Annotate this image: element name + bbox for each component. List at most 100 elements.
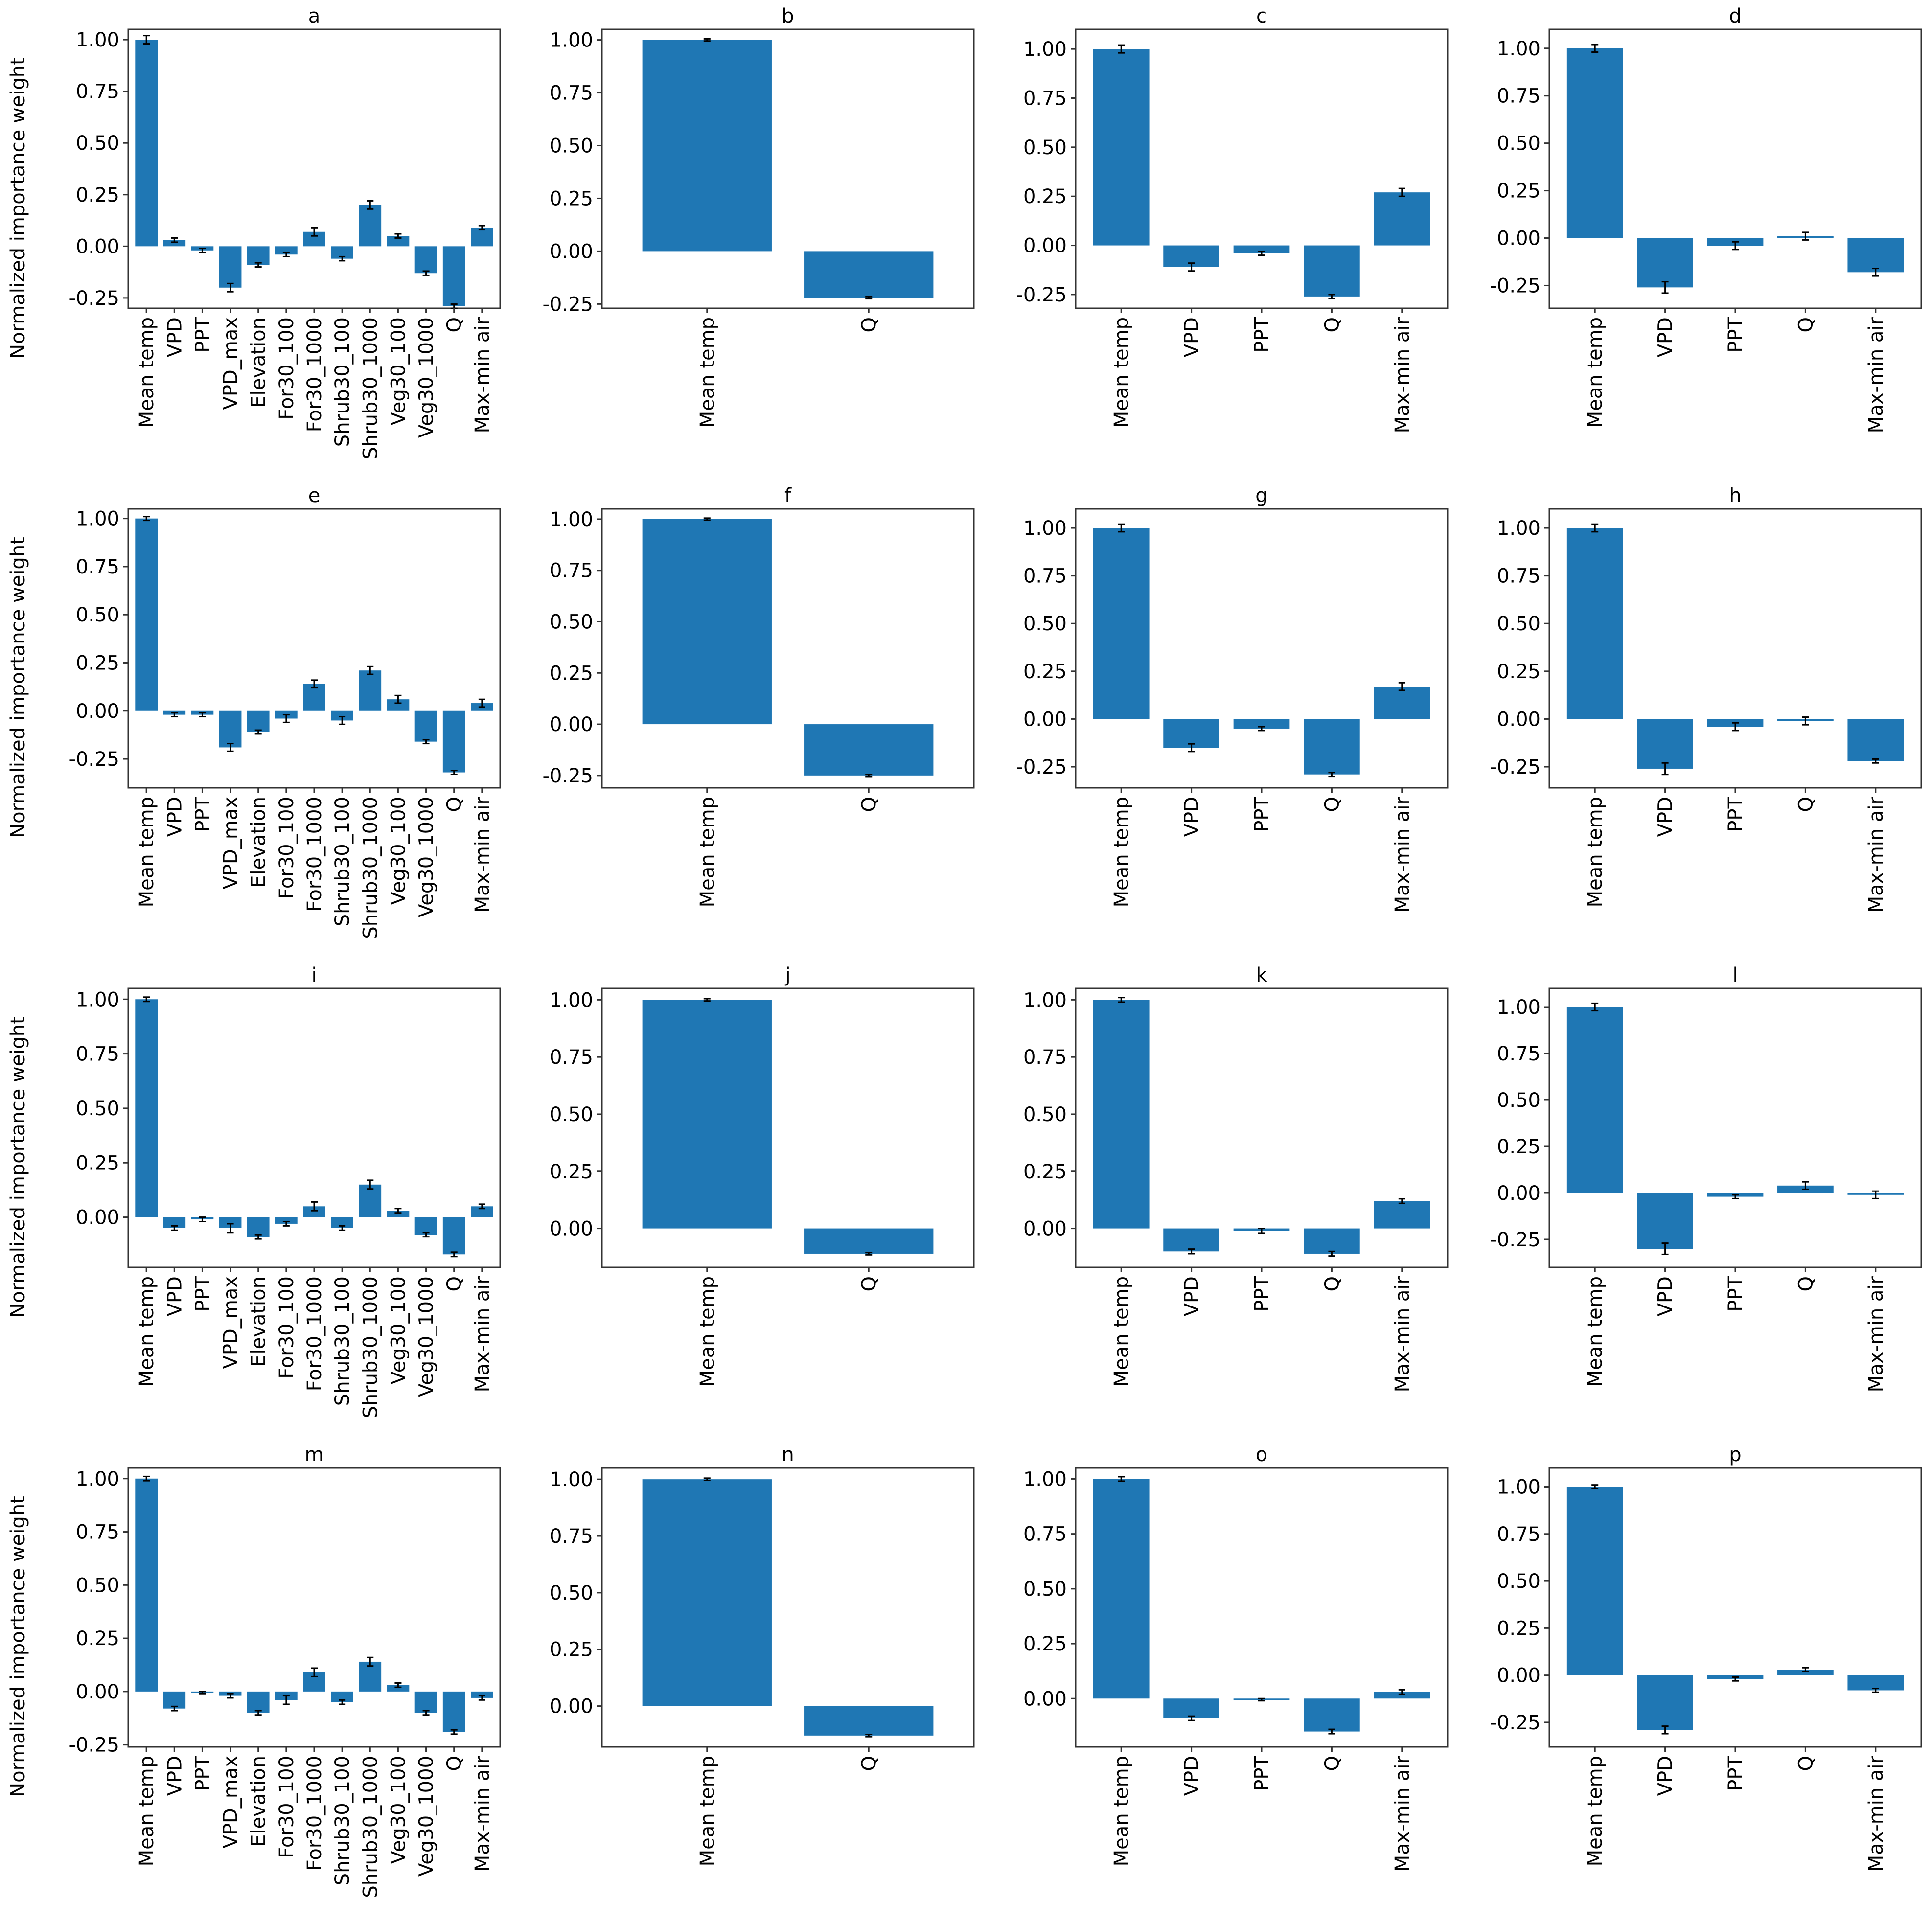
x-tick-label: Veg30_100 xyxy=(387,797,410,905)
y-tick-label: 1.00 xyxy=(1497,517,1541,540)
y-tick-label: 0.25 xyxy=(76,652,119,674)
y-tick-label: 0.25 xyxy=(1497,1617,1541,1640)
y-tick-label: 0.25 xyxy=(550,662,593,685)
x-tick-label: Elevation xyxy=(248,1756,270,1847)
x-tick-label: For30_100 xyxy=(276,1756,298,1858)
y-tick-label: 1.00 xyxy=(1023,517,1067,540)
y-tick-label: 0.25 xyxy=(550,1639,593,1661)
panel-j: j 1.00 0.75 0.50 0.25 0.00 Mean temp Q xyxy=(550,964,975,1387)
x-tick-label: Shrub30_100 xyxy=(331,317,354,447)
x-tick-label: Veg30_100 xyxy=(387,317,410,426)
bar xyxy=(387,1685,410,1692)
y-tick-label: 0.75 xyxy=(1023,1523,1067,1546)
panel-title: l xyxy=(1732,964,1738,986)
y-tick-label: 0.00 xyxy=(1023,1688,1067,1710)
bar xyxy=(387,1211,410,1217)
panel-title: a xyxy=(308,5,321,27)
y-tick-label: 0.50 xyxy=(76,604,119,626)
bar xyxy=(1163,1228,1219,1252)
bar xyxy=(247,246,270,265)
x-tick-label: For30_100 xyxy=(276,1276,298,1379)
panel-title: o xyxy=(1256,1443,1267,1466)
y-tick-label: 0.00 xyxy=(76,235,119,258)
bar xyxy=(1093,49,1150,246)
x-tick-label: Veg30_100 xyxy=(387,1756,410,1864)
plot-frame xyxy=(601,508,975,789)
x-tick-label: For30_1000 xyxy=(303,1756,326,1871)
bar xyxy=(1093,1479,1150,1699)
bar xyxy=(219,1217,242,1228)
y-tick-label: 0.00 xyxy=(550,713,593,736)
y-tick-label: 0.75 xyxy=(1497,1043,1541,1065)
x-tick-label: PPT xyxy=(1251,1755,1273,1791)
y-tick-label: 0.50 xyxy=(1023,137,1067,159)
x-tick-label: PPT xyxy=(1725,317,1747,352)
panel-title: b xyxy=(782,5,794,27)
bar xyxy=(359,205,382,247)
panel-n: n 1.00 0.75 0.50 0.25 0.00 Mean temp Q xyxy=(550,1443,975,1866)
y-tick-label: 0.50 xyxy=(1023,1103,1067,1126)
x-tick-label: Shrub30_1000 xyxy=(359,797,382,939)
bar xyxy=(219,710,242,748)
x-tick-label: Max-min air xyxy=(471,317,494,433)
x-tick-label: Q xyxy=(443,1756,466,1771)
x-tick-label: PPT xyxy=(1251,796,1273,832)
x-tick-label: PPT xyxy=(1251,317,1273,352)
x-tick-label: Max-min air xyxy=(1865,1755,1887,1872)
x-tick-label: VPD xyxy=(1181,317,1203,357)
y-tick-label: 0.25 xyxy=(550,1161,593,1183)
y-tick-label: -0.25 xyxy=(69,1734,120,1757)
x-tick-label: VPD xyxy=(1181,1276,1203,1316)
x-tick-label: Max-min air xyxy=(1865,1276,1887,1392)
panel-title: k xyxy=(1256,964,1267,986)
panel-k: k 1.00 0.75 0.50 0.25 0.00 Mean temp VPD PPT Q Max… xyxy=(1023,964,1449,1392)
y-tick-label: 0.75 xyxy=(550,1525,593,1548)
x-tick-label: Max-min air xyxy=(1391,1755,1414,1872)
y-tick-label: 0.50 xyxy=(550,1103,593,1126)
x-tick-label: Mean temp xyxy=(136,317,158,428)
y-tick-label: 1.00 xyxy=(550,29,593,52)
x-tick-label: Shrub30_1000 xyxy=(359,1276,382,1419)
bar xyxy=(1374,1692,1430,1699)
panel-d: d 1.00 0.75 0.50 0.25 0.00 -0.25 Mean temp VPD PP… xyxy=(1490,5,1922,433)
bar xyxy=(471,1691,493,1698)
x-tick-label: Max-min air xyxy=(471,1276,494,1392)
x-tick-label: Shrub30_1000 xyxy=(359,1756,382,1898)
x-tick-label: Max-min air xyxy=(1391,796,1414,913)
x-tick-label: For30_100 xyxy=(276,317,298,420)
bar xyxy=(1566,1487,1623,1675)
bar xyxy=(642,1000,772,1229)
panel-h: h 1.00 0.75 0.50 0.25 0.00 -0.25 Mean temp VPD PP… xyxy=(1490,484,1922,913)
bar xyxy=(275,246,298,255)
y-tick-label: 0.25 xyxy=(76,184,119,206)
y-tick-label: 0.25 xyxy=(1497,661,1541,683)
y-tick-label: 1.00 xyxy=(550,1468,593,1491)
y-tick-label: 0.00 xyxy=(1497,228,1541,250)
x-tick-label: For30_1000 xyxy=(303,317,326,432)
y-axis-label: Normalized importance weight xyxy=(7,1016,29,1318)
bar xyxy=(1093,528,1150,719)
x-tick-label: VPD xyxy=(1181,797,1203,837)
bar xyxy=(1163,719,1219,748)
y-tick-label: 0.75 xyxy=(550,1046,593,1069)
y-tick-label: 0.75 xyxy=(1497,565,1541,588)
x-tick-label: PPT xyxy=(1725,1276,1747,1311)
y-tick-label: 0.00 xyxy=(76,700,119,723)
x-tick-label: VPD xyxy=(163,1756,186,1796)
x-tick-label: PPT xyxy=(1725,1755,1747,1791)
bar xyxy=(804,251,934,298)
panel-g: g 1.00 0.75 0.50 0.25 0.00 -0.25 Mean temp VPD PP… xyxy=(1016,484,1449,913)
y-tick-label: 1.00 xyxy=(550,508,593,531)
y-tick-label: 0.75 xyxy=(1497,1523,1541,1546)
bar xyxy=(1566,528,1623,719)
x-tick-label: Q xyxy=(443,797,466,812)
bar xyxy=(331,1217,353,1228)
y-tick-label: 0.25 xyxy=(1023,1161,1067,1183)
y-tick-label: 0.25 xyxy=(76,1627,119,1650)
bar xyxy=(442,1217,465,1255)
bar xyxy=(1233,245,1290,253)
x-tick-label: Elevation xyxy=(248,1276,270,1367)
bar xyxy=(1374,687,1430,719)
bar xyxy=(642,40,772,252)
panel-c: c 1.00 0.75 0.50 0.25 0.00 -0.25 Mean temp VPD PP… xyxy=(1016,5,1449,433)
